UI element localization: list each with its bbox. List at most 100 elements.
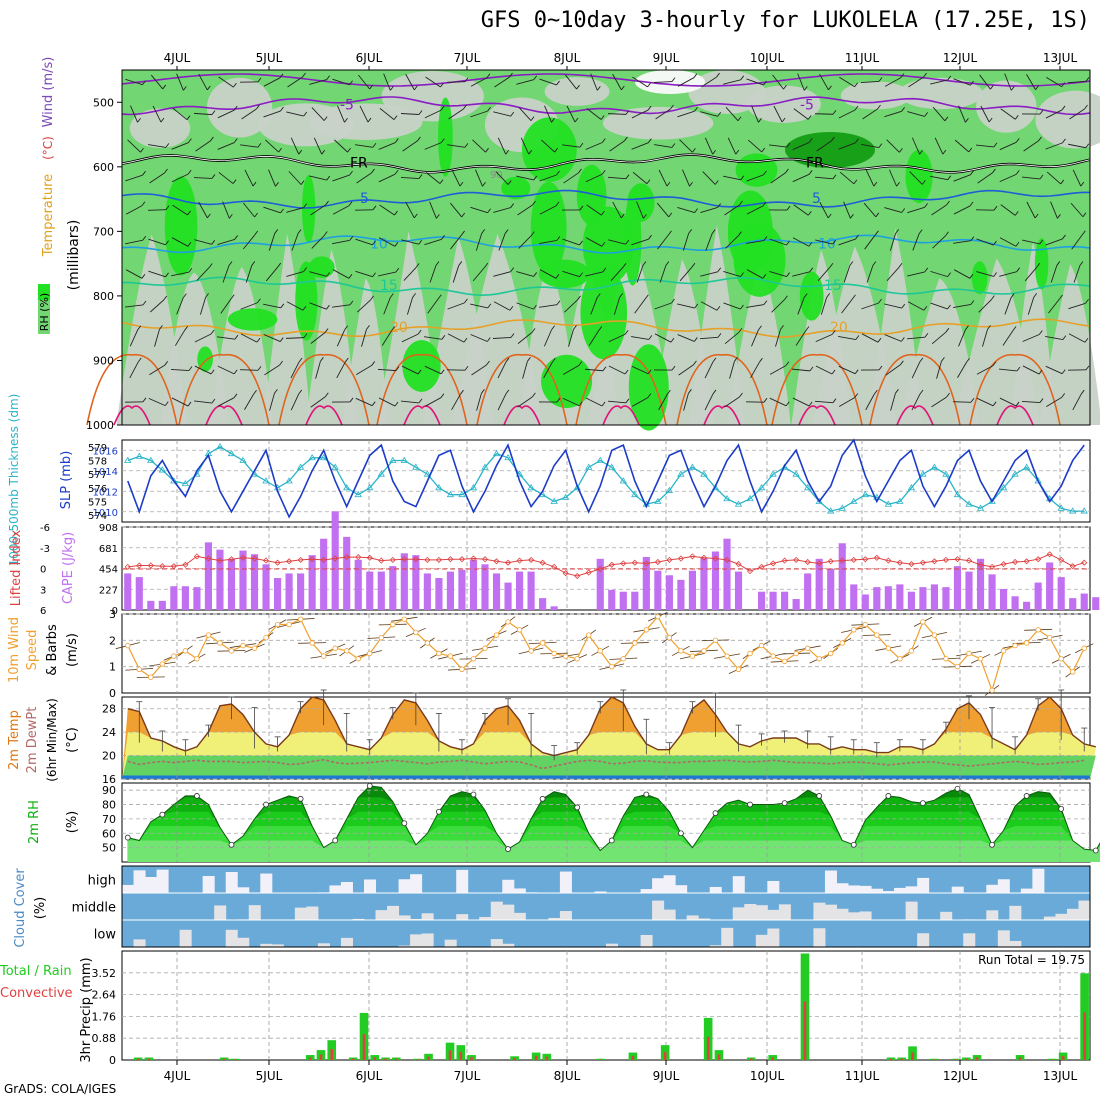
cape-bar <box>757 591 766 610</box>
wind-barb-flag <box>786 142 791 148</box>
wind-barb-flag <box>187 401 192 407</box>
rh-moist-region <box>301 175 316 244</box>
wind-barb-flag <box>693 360 697 366</box>
wind-barb <box>793 108 809 120</box>
cloud-gap <box>225 929 238 947</box>
rh-moist-region <box>521 117 577 182</box>
thickness-tick-label: 578 <box>88 457 107 468</box>
wind-barb <box>653 81 673 83</box>
wind-barb-flag <box>303 333 308 338</box>
cape-bar <box>838 543 846 610</box>
thickness-marker <box>319 453 328 461</box>
cape-bar <box>539 598 547 610</box>
wind-barb-flag <box>1039 174 1044 180</box>
wind-speed-marker <box>436 650 442 657</box>
wind-barb <box>677 303 695 309</box>
cape-bar <box>953 566 962 610</box>
precip-convective-bar <box>222 1058 226 1060</box>
isotherm-hot-lobe <box>896 405 934 426</box>
cloud-gap <box>836 883 849 893</box>
wind-barb <box>585 173 603 183</box>
wind-barb <box>240 144 258 148</box>
wind-barb-flag <box>1080 181 1085 187</box>
wind-barb-flag <box>832 174 837 180</box>
wind-barb <box>198 73 208 91</box>
wind-barb <box>263 303 281 309</box>
wind-barb-flag <box>394 242 399 247</box>
wind-barb-flag <box>1010 293 1015 298</box>
wind-barb-flag <box>505 149 510 155</box>
rh2m-marker <box>263 801 269 808</box>
cape-bar <box>1069 598 1077 610</box>
cloud-gap <box>502 943 515 947</box>
wind-barb <box>400 176 420 180</box>
thickness-marker <box>942 470 950 477</box>
lifted-marker <box>827 558 834 565</box>
wind-barb <box>631 109 649 119</box>
wind-barb <box>517 204 533 216</box>
rh-moist-region <box>438 97 453 177</box>
wind-barb <box>563 172 579 184</box>
rh-dry-region <box>602 106 714 140</box>
wind-barb <box>584 368 604 372</box>
lifted-marker <box>793 556 800 563</box>
wind-barb-flag <box>165 272 169 278</box>
lifted-marker <box>435 556 442 563</box>
wind-speed-marker <box>505 619 511 625</box>
wind-barb-flag <box>600 115 605 120</box>
wind-barb-flag <box>389 86 394 91</box>
wind-barb <box>999 173 1017 183</box>
wind-barb-flag <box>253 389 257 395</box>
wind-barb <box>379 108 395 120</box>
cloud-gap <box>456 869 469 893</box>
wind-barb <box>401 333 419 343</box>
cloud-gap <box>917 877 930 893</box>
isotherm-line <box>121 234 1091 254</box>
wind-barb-flag <box>901 303 906 309</box>
wind-barb <box>130 105 138 123</box>
wind-barb-flag <box>850 214 854 219</box>
cape-bar <box>216 549 224 610</box>
lifted-marker <box>689 553 696 560</box>
wind-barb <box>612 73 622 91</box>
rh2m-marker <box>885 793 892 799</box>
thickness-marker <box>389 456 397 463</box>
wind-barb <box>196 267 210 281</box>
precip-convective-bar <box>717 1054 721 1060</box>
wind-speed-marker <box>228 648 235 654</box>
thickness-marker <box>734 500 743 507</box>
wind-barb-flag <box>808 170 813 175</box>
wind-barb <box>217 142 235 150</box>
wind-speed-marker <box>908 648 915 654</box>
wind-barb <box>269 393 275 411</box>
wind-barb <box>355 270 373 278</box>
wind-barb-flag <box>505 389 510 395</box>
wind-barb <box>953 205 971 215</box>
wind-barb-flag <box>372 240 376 246</box>
thickness-marker <box>1069 507 1077 514</box>
wind-barb <box>517 396 533 408</box>
wind-barb <box>1002 330 1014 346</box>
wind-barb <box>751 105 759 123</box>
rh-moist-region <box>905 149 933 204</box>
wind-barb-flag <box>970 170 974 176</box>
wind-speed-marker <box>874 632 880 638</box>
lifted-marker <box>919 559 926 566</box>
wind-barb-flag <box>417 369 422 375</box>
wind-barb-flag <box>946 392 950 398</box>
rh-dry-region <box>1035 90 1100 149</box>
wind-barb-flag <box>556 236 561 241</box>
wind-barb <box>149 172 165 184</box>
wind-barb <box>240 302 258 310</box>
isotherm-label: -5 <box>800 98 814 114</box>
wind-barb <box>886 139 900 153</box>
wind-speed-marker <box>390 621 396 628</box>
wind-barb-flag <box>510 333 515 338</box>
thickness-marker <box>527 484 535 491</box>
lifted-marker <box>458 556 466 563</box>
wind-barb-flag <box>1059 294 1063 300</box>
cloud-gap <box>882 891 895 893</box>
wind-barb <box>1048 298 1060 314</box>
thickness-marker <box>596 456 604 463</box>
rh-moist-region <box>785 132 875 168</box>
